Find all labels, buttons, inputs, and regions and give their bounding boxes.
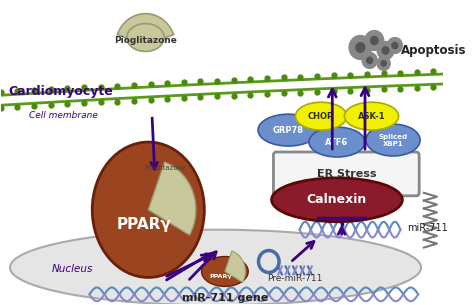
Circle shape [371,37,378,45]
Text: Cardiomyocyte: Cardiomyocyte [8,85,113,98]
Circle shape [382,47,389,54]
FancyBboxPatch shape [273,152,419,196]
Ellipse shape [345,102,399,130]
Wedge shape [118,14,173,45]
Circle shape [349,36,372,59]
Ellipse shape [366,124,420,156]
Wedge shape [148,162,196,235]
Ellipse shape [10,230,421,305]
Ellipse shape [92,142,204,278]
Ellipse shape [272,178,402,222]
Text: PPARγ: PPARγ [116,217,171,232]
Circle shape [377,56,390,70]
Wedge shape [225,251,246,282]
Circle shape [392,42,398,49]
Text: Pioglitazone: Pioglitazone [114,36,177,45]
Text: Calnexin: Calnexin [307,193,367,206]
Ellipse shape [295,102,347,130]
Ellipse shape [309,127,365,157]
Text: GRP78: GRP78 [273,126,304,135]
Circle shape [381,61,386,66]
Text: miR-711 gene: miR-711 gene [182,293,268,303]
Circle shape [377,41,394,59]
Ellipse shape [258,114,319,146]
Text: ER Stress: ER Stress [317,169,376,179]
Circle shape [367,57,373,64]
Text: Spliced
XBP1: Spliced XBP1 [378,134,408,147]
Text: Pre-miR-711: Pre-miR-711 [267,274,323,283]
Text: Apoptosis: Apoptosis [401,44,466,57]
Text: PPARγ: PPARγ [210,274,232,279]
Circle shape [365,30,383,50]
Ellipse shape [127,23,164,52]
Text: ASK-1: ASK-1 [358,112,385,121]
Circle shape [362,52,377,68]
Circle shape [356,43,365,52]
Text: ATF6: ATF6 [325,138,348,146]
Circle shape [387,38,402,53]
Ellipse shape [201,257,248,286]
Text: CHOP: CHOP [308,112,334,121]
Text: Nucleus: Nucleus [52,264,93,274]
Text: Cell membrane: Cell membrane [29,111,98,120]
Text: miR-711: miR-711 [407,223,448,233]
Text: Pioglitazone: Pioglitazone [144,165,186,171]
